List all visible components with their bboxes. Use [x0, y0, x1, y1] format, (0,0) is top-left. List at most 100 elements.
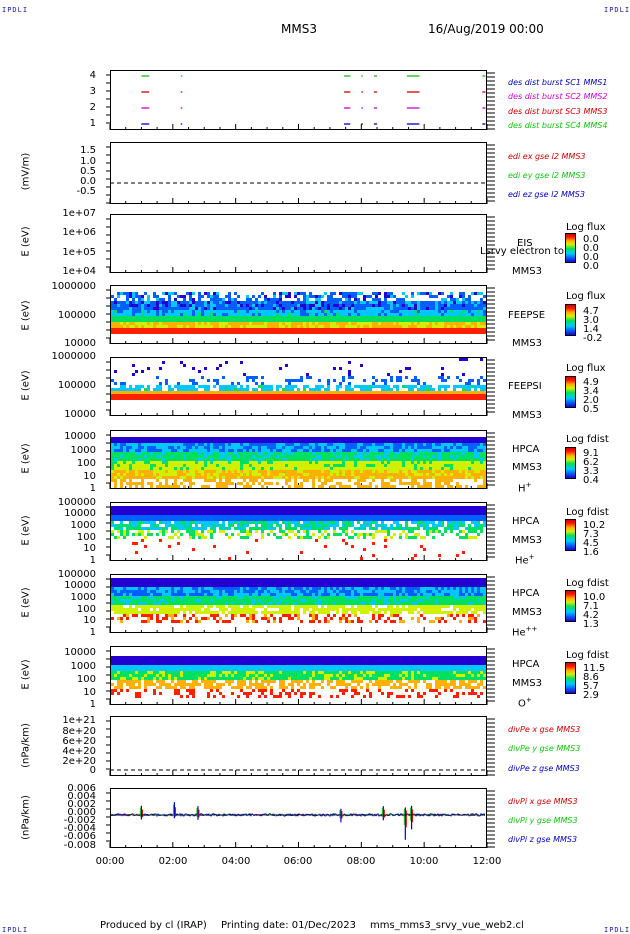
hpca-h-spectrogram-cell	[360, 449, 363, 452]
feepse-spectrogram-cell	[132, 322, 135, 325]
feepse-spectrogram-cell	[282, 328, 285, 331]
hpca-h-spectrogram-cell	[429, 446, 432, 449]
feepse-spectrogram-cell	[270, 316, 273, 319]
hpca-h-spectrogram-cell	[354, 482, 357, 485]
feepse-spectrogram-cell	[270, 325, 273, 328]
feepsi-spectrogram-cell	[159, 391, 162, 394]
feepse-spectrogram-cell	[138, 298, 141, 301]
feepse-spectrogram-cell	[483, 331, 486, 334]
feepsi-spectrogram-cell	[186, 391, 189, 394]
hpca-h-spectrogram-cell	[159, 446, 162, 449]
hpca-h-spectrogram-cell	[309, 470, 312, 473]
feepse-spectrogram-cell	[207, 295, 210, 298]
hpca-h-spectrogram-cell	[186, 479, 189, 482]
feepse-spectrogram-cell	[222, 313, 225, 316]
hpca-h-spectrogram-cell	[384, 464, 387, 467]
feepse-spectrogram-cell	[462, 331, 465, 334]
hpca-h-spectrogram-cell	[411, 446, 414, 449]
hpca-h-spectrogram-cell	[363, 455, 366, 458]
feepse-spectrogram-cell	[315, 319, 318, 322]
hpca-h-spectrogram-cell	[276, 452, 279, 455]
hpca-h-spectrogram-cell	[309, 464, 312, 467]
feepse-spectrogram-cell	[168, 316, 171, 319]
hpca-h-spectrogram-cell	[213, 470, 216, 473]
feepse-spectrogram-cell	[111, 328, 114, 331]
feepsi-spectrogram-cell	[375, 397, 378, 400]
feepse-spectrogram-cell	[186, 331, 189, 334]
feepse-spectrogram-cell	[237, 304, 240, 307]
feepsi-spectrogram-cell	[297, 391, 300, 394]
edi-ytick: 0.5	[80, 166, 96, 177]
feepse-spectrogram-cell	[396, 316, 399, 319]
hpca-h-spectrogram-cell	[444, 470, 447, 473]
hpca-h-spectrogram-cell	[318, 473, 321, 476]
hpca-h-spectrogram-cell	[201, 437, 204, 440]
hpca-h-spectrogram-cell	[150, 467, 153, 470]
feepse-spectrogram-cell	[384, 292, 387, 295]
hpca-h-spectrogram-cell	[144, 449, 147, 452]
hpca-h-spectrogram-cell	[447, 467, 450, 470]
feepse-spectrogram-cell	[129, 301, 132, 304]
feepse-spectrogram-cell	[324, 313, 327, 316]
hpca-h-spectrogram-cell	[333, 473, 336, 476]
feepse-spectrogram-cell	[426, 310, 429, 313]
hpca-h-spectrogram-cell	[132, 482, 135, 485]
hpca-h-spectrogram-cell	[189, 461, 192, 464]
feepse-spectrogram-cell	[360, 301, 363, 304]
feepse-spectrogram-cell	[420, 325, 423, 328]
hpca-h-spectrogram-cell	[324, 467, 327, 470]
feepse-spectrogram-cell	[117, 319, 120, 322]
feepse-spectrogram-cell	[252, 313, 255, 316]
feepsi-spectrogram-cell	[264, 391, 267, 394]
hpca-h-spectrogram-cell	[414, 464, 417, 467]
feepsi-spectrogram-cell	[450, 394, 453, 397]
feepsi-spectrogram-cell	[153, 391, 156, 394]
feepsi-spectrogram-cell	[240, 394, 243, 397]
feepse-spectrogram-cell	[216, 331, 219, 334]
hpca-h-spectrogram-cell	[450, 467, 453, 470]
feepsi-spectrogram-cell	[453, 397, 456, 400]
feepse-spectrogram-cell	[345, 319, 348, 322]
hpca-h-spectrogram-cell	[408, 437, 411, 440]
hpca-h-spectrogram-cell	[303, 455, 306, 458]
feepse-spectrogram-cell	[192, 310, 195, 313]
hpca-h-spectrogram-cell	[237, 470, 240, 473]
feepse-spectrogram-cell	[279, 313, 282, 316]
hpca-h-spectrogram-cell	[441, 470, 444, 473]
hpca-h-spectrogram-cell	[255, 458, 258, 461]
feepse-spectrogram-cell	[237, 313, 240, 316]
feepse-spectrogram-cell	[123, 331, 126, 334]
hpca-h-spectrogram-cell	[426, 452, 429, 455]
edi-ytick: 1.0	[80, 156, 96, 167]
feepsi-spectrogram-cell	[162, 361, 165, 364]
feepse-spectrogram-cell	[159, 322, 162, 325]
feepse-spectrogram-cell	[186, 307, 189, 310]
hpca-h-spectrogram-cell	[354, 473, 357, 476]
legend-divpe-x: divPe x gse MMS3	[508, 725, 581, 734]
feepsi-spectrogram-cell	[282, 391, 285, 394]
hpca-h-spectrogram-cell	[345, 476, 348, 479]
hpca-h-spectrogram-cell	[375, 473, 378, 476]
feepsi-spectrogram-cell	[351, 397, 354, 400]
feepsi-spectrogram-cell	[123, 391, 126, 394]
hpca-h-spectrogram-cell	[435, 443, 438, 446]
hpca-h-spectrogram-cell	[171, 440, 174, 443]
feepse-spectrogram-cell	[330, 331, 333, 334]
feepsi-spectrogram-cell	[300, 397, 303, 400]
hpca-h-spectrogram-cell	[390, 437, 393, 440]
feepse-spectrogram-cell	[207, 292, 210, 295]
feepse-spectrogram-cell	[423, 325, 426, 328]
feepsi-spectrogram-cell	[171, 388, 174, 391]
feepse-spectrogram-cell	[120, 292, 123, 295]
legend-burst-mms1: des dist burst SC1 MMS1	[508, 78, 608, 87]
hpca-h-spectrogram-cell	[150, 437, 153, 440]
feepse-spectrogram-cell	[189, 295, 192, 298]
hpca-h-spectrogram-cell	[240, 446, 243, 449]
feepse-spectrogram-cell	[153, 328, 156, 331]
hpca-h-spectrogram-cell	[414, 443, 417, 446]
feepse-spectrogram-cell	[213, 304, 216, 307]
hpca-h-spectrogram-cell	[309, 467, 312, 470]
feepse-spectrogram-cell	[312, 295, 315, 298]
hpca-h-spectrogram-cell	[273, 464, 276, 467]
feepse-spectrogram-cell	[165, 316, 168, 319]
